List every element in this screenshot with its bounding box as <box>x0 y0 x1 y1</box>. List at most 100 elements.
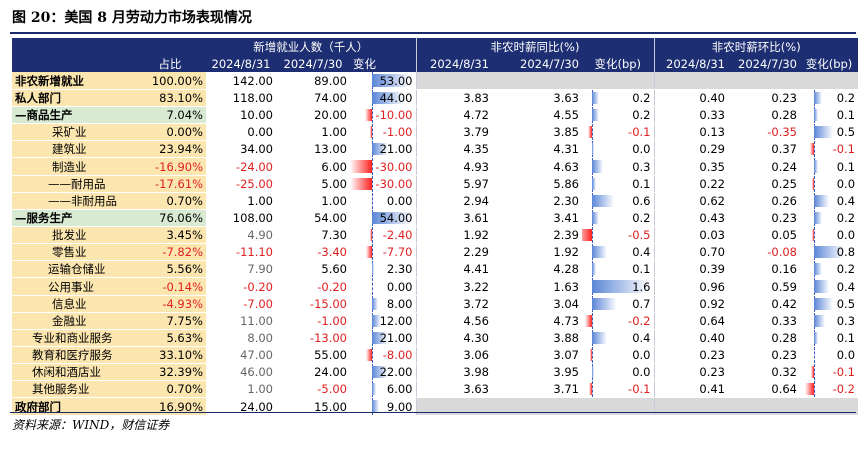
row-e-chg: 0.00 <box>350 277 416 296</box>
row-m-d1: 0.13 <box>653 123 728 142</box>
row-label: —服务生产 <box>12 209 134 228</box>
row-e-d1: -7.00 <box>206 295 276 313</box>
bar-value: 0.1 <box>836 330 856 345</box>
row-m-chg: 0.1 <box>800 157 859 176</box>
bar-positive <box>814 160 818 173</box>
row-e-d1: -11.10 <box>206 243 276 262</box>
bar-value: 0.2 <box>632 108 651 123</box>
row-e-d1: -24.00 <box>206 157 276 176</box>
bar-value: 6.00 <box>386 382 413 397</box>
bar-value: 0.7 <box>632 296 651 311</box>
row-share: 5.63% <box>134 329 206 348</box>
bar-negative <box>366 349 372 362</box>
bar-positive <box>814 314 826 327</box>
bar-negative <box>812 229 814 242</box>
bar-axis <box>814 364 815 380</box>
row-w-d1: 3.79 <box>415 123 492 142</box>
table-row: 私人部门 83.10% 118.00 74.00 44.00 3.83 3.63 0.2 0.4… <box>12 89 859 108</box>
row-m-chg: 0.8 <box>800 243 859 262</box>
row-m-d1: 0.92 <box>653 295 728 313</box>
row-w-d1: 3.63 <box>415 380 492 399</box>
bar-value: -0.1 <box>832 142 856 157</box>
row-label: 制造业 <box>12 157 134 176</box>
row-e-chg: 2.30 <box>350 260 416 279</box>
row-m-d2: 0.24 <box>728 157 800 176</box>
row-m-chg: 0.0 <box>800 346 859 365</box>
bar-positive <box>592 331 607 345</box>
bar-positive <box>814 297 833 310</box>
table-row: 金融业 7.75% 11.00 -1.00 12.00 4.56 4.73 -0.2 0.64 0… <box>12 312 859 330</box>
bar-value: 0.00 <box>386 279 413 294</box>
row-e-d2: 15.00 <box>276 397 350 416</box>
row-w-d1 <box>415 72 492 90</box>
bar-value: -0.5 <box>628 228 651 243</box>
bar-value: 0.2 <box>632 90 651 105</box>
labor-market-table: 新增就业人数（千人） 非农时薪同比(%) 非农时薪环比(%) 占比 2024/8… <box>12 38 859 416</box>
table-row: 政府部门 16.90% 24.00 15.00 9.00 <box>12 397 859 416</box>
bar-axis <box>592 312 593 329</box>
bar-axis <box>592 381 593 397</box>
row-m-chg: 0.2 <box>800 89 859 108</box>
bar-positive <box>814 331 818 345</box>
row-e-chg: -1.00 <box>350 123 416 142</box>
row-label: —商品生产 <box>12 106 134 125</box>
row-w-d1: 2.29 <box>415 243 492 262</box>
row-m-d1: 0.96 <box>653 277 728 296</box>
row-m-d1: 0.40 <box>653 89 728 108</box>
row-e-d2: 6.00 <box>276 157 350 176</box>
row-w-d1: 4.72 <box>415 106 492 125</box>
row-e-d2: 7.30 <box>276 226 350 245</box>
row-e-chg: -30.00 <box>350 175 416 193</box>
header-e-d2: 2024/7/30 <box>276 55 350 73</box>
bar-positive <box>814 263 822 276</box>
bar-value: 0.4 <box>836 279 856 294</box>
bar-value: 0.3 <box>632 159 651 174</box>
row-m-d1: 0.41 <box>653 380 728 399</box>
row-w-d1: 4.35 <box>415 140 492 159</box>
figure-title: 图 20：美国 8 月劳动力市场表现情况 <box>12 10 252 26</box>
header-e-chg: 变化 <box>350 55 416 73</box>
row-label: 非农新增就业 <box>12 72 134 90</box>
bottom-rule <box>10 412 856 413</box>
bar-value: -30.00 <box>375 176 413 191</box>
table-row: ——非耐用品 0.70% 1.00 1.00 0.00 2.94 2.30 0.6 0.62 0.… <box>12 192 859 210</box>
row-w-d2: 3.71 <box>492 380 582 399</box>
row-e-chg: -30.00 <box>350 157 416 176</box>
row-share: -4.93% <box>134 295 206 313</box>
row-e-chg: 44.00 <box>350 89 416 108</box>
row-share: -0.14% <box>134 277 206 296</box>
bar-positive <box>372 331 388 345</box>
row-w-chg: 0.6 <box>582 192 654 210</box>
row-e-chg: 12.00 <box>350 312 416 330</box>
row-m-d2: 0.42 <box>728 295 800 313</box>
row-label: 采矿业 <box>12 123 134 142</box>
row-w-chg: 0.4 <box>582 329 654 348</box>
row-m-d2: 0.37 <box>728 140 800 159</box>
row-m-chg: 0.1 <box>800 329 859 348</box>
row-share: 32.39% <box>134 363 206 382</box>
bar-value: -0.2 <box>832 382 856 397</box>
bar-value: 0.0 <box>632 365 651 380</box>
bar-negative <box>582 229 592 242</box>
bar-negative <box>590 349 592 362</box>
bar-axis <box>372 278 373 295</box>
row-m-d1: 0.33 <box>653 106 728 125</box>
bar-axis <box>372 244 373 260</box>
bar-value: -0.1 <box>628 125 651 140</box>
header-label-col <box>12 55 134 73</box>
header-group-row: 新增就业人数（千人） 非农时薪同比(%) 非农时薪环比(%) <box>12 38 859 56</box>
row-e-d2: -1.00 <box>276 312 350 330</box>
row-w-chg: 0.0 <box>582 140 654 159</box>
row-w-d2: 2.39 <box>492 226 582 245</box>
row-m-chg: 0.4 <box>800 277 859 296</box>
bar-value: 0.6 <box>632 193 651 208</box>
bar-axis <box>592 124 593 140</box>
bar-value: 21.00 <box>379 330 413 345</box>
row-w-d2: 3.63 <box>492 89 582 108</box>
bar-positive <box>592 246 607 259</box>
bar-value: -0.1 <box>832 365 856 380</box>
row-share: 0.00% <box>134 123 206 142</box>
bar-positive <box>592 263 596 276</box>
header-m-d1: 2024/8/31 <box>653 55 728 73</box>
row-m-chg: 0.4 <box>800 192 859 210</box>
